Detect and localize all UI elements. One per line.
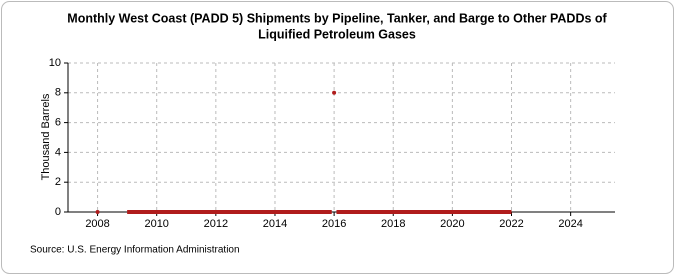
x-tick-label: 2012: [204, 218, 228, 230]
x-tick-label: 2020: [440, 218, 464, 230]
data-point: [332, 90, 337, 95]
x-tick-label: 2014: [263, 218, 287, 230]
x-tick-label: 2022: [499, 218, 523, 230]
x-tick-label: 2024: [558, 218, 582, 230]
y-tick-label: 8: [55, 87, 61, 99]
y-axis-label: Thousand Barrels: [40, 93, 52, 180]
x-tick-label: 2010: [144, 218, 168, 230]
y-tick-label: 0: [55, 206, 61, 218]
y-tick-label: 2: [55, 176, 61, 188]
chart-title: Liquified Petroleum Gases: [258, 27, 416, 41]
x-tick-label: 2016: [322, 218, 346, 230]
y-tick-label: 4: [55, 146, 61, 158]
x-tick-label: 2018: [381, 218, 405, 230]
source: Source: U.S. Energy Information Administ…: [30, 245, 240, 256]
x-tick-label: 2008: [85, 218, 109, 230]
data-point: [95, 210, 100, 214]
chart-title: Monthly West Coast (PADD 5) Shipments by…: [67, 11, 607, 25]
y-tick-label: 10: [49, 57, 61, 69]
y-tick-label: 6: [55, 117, 61, 129]
